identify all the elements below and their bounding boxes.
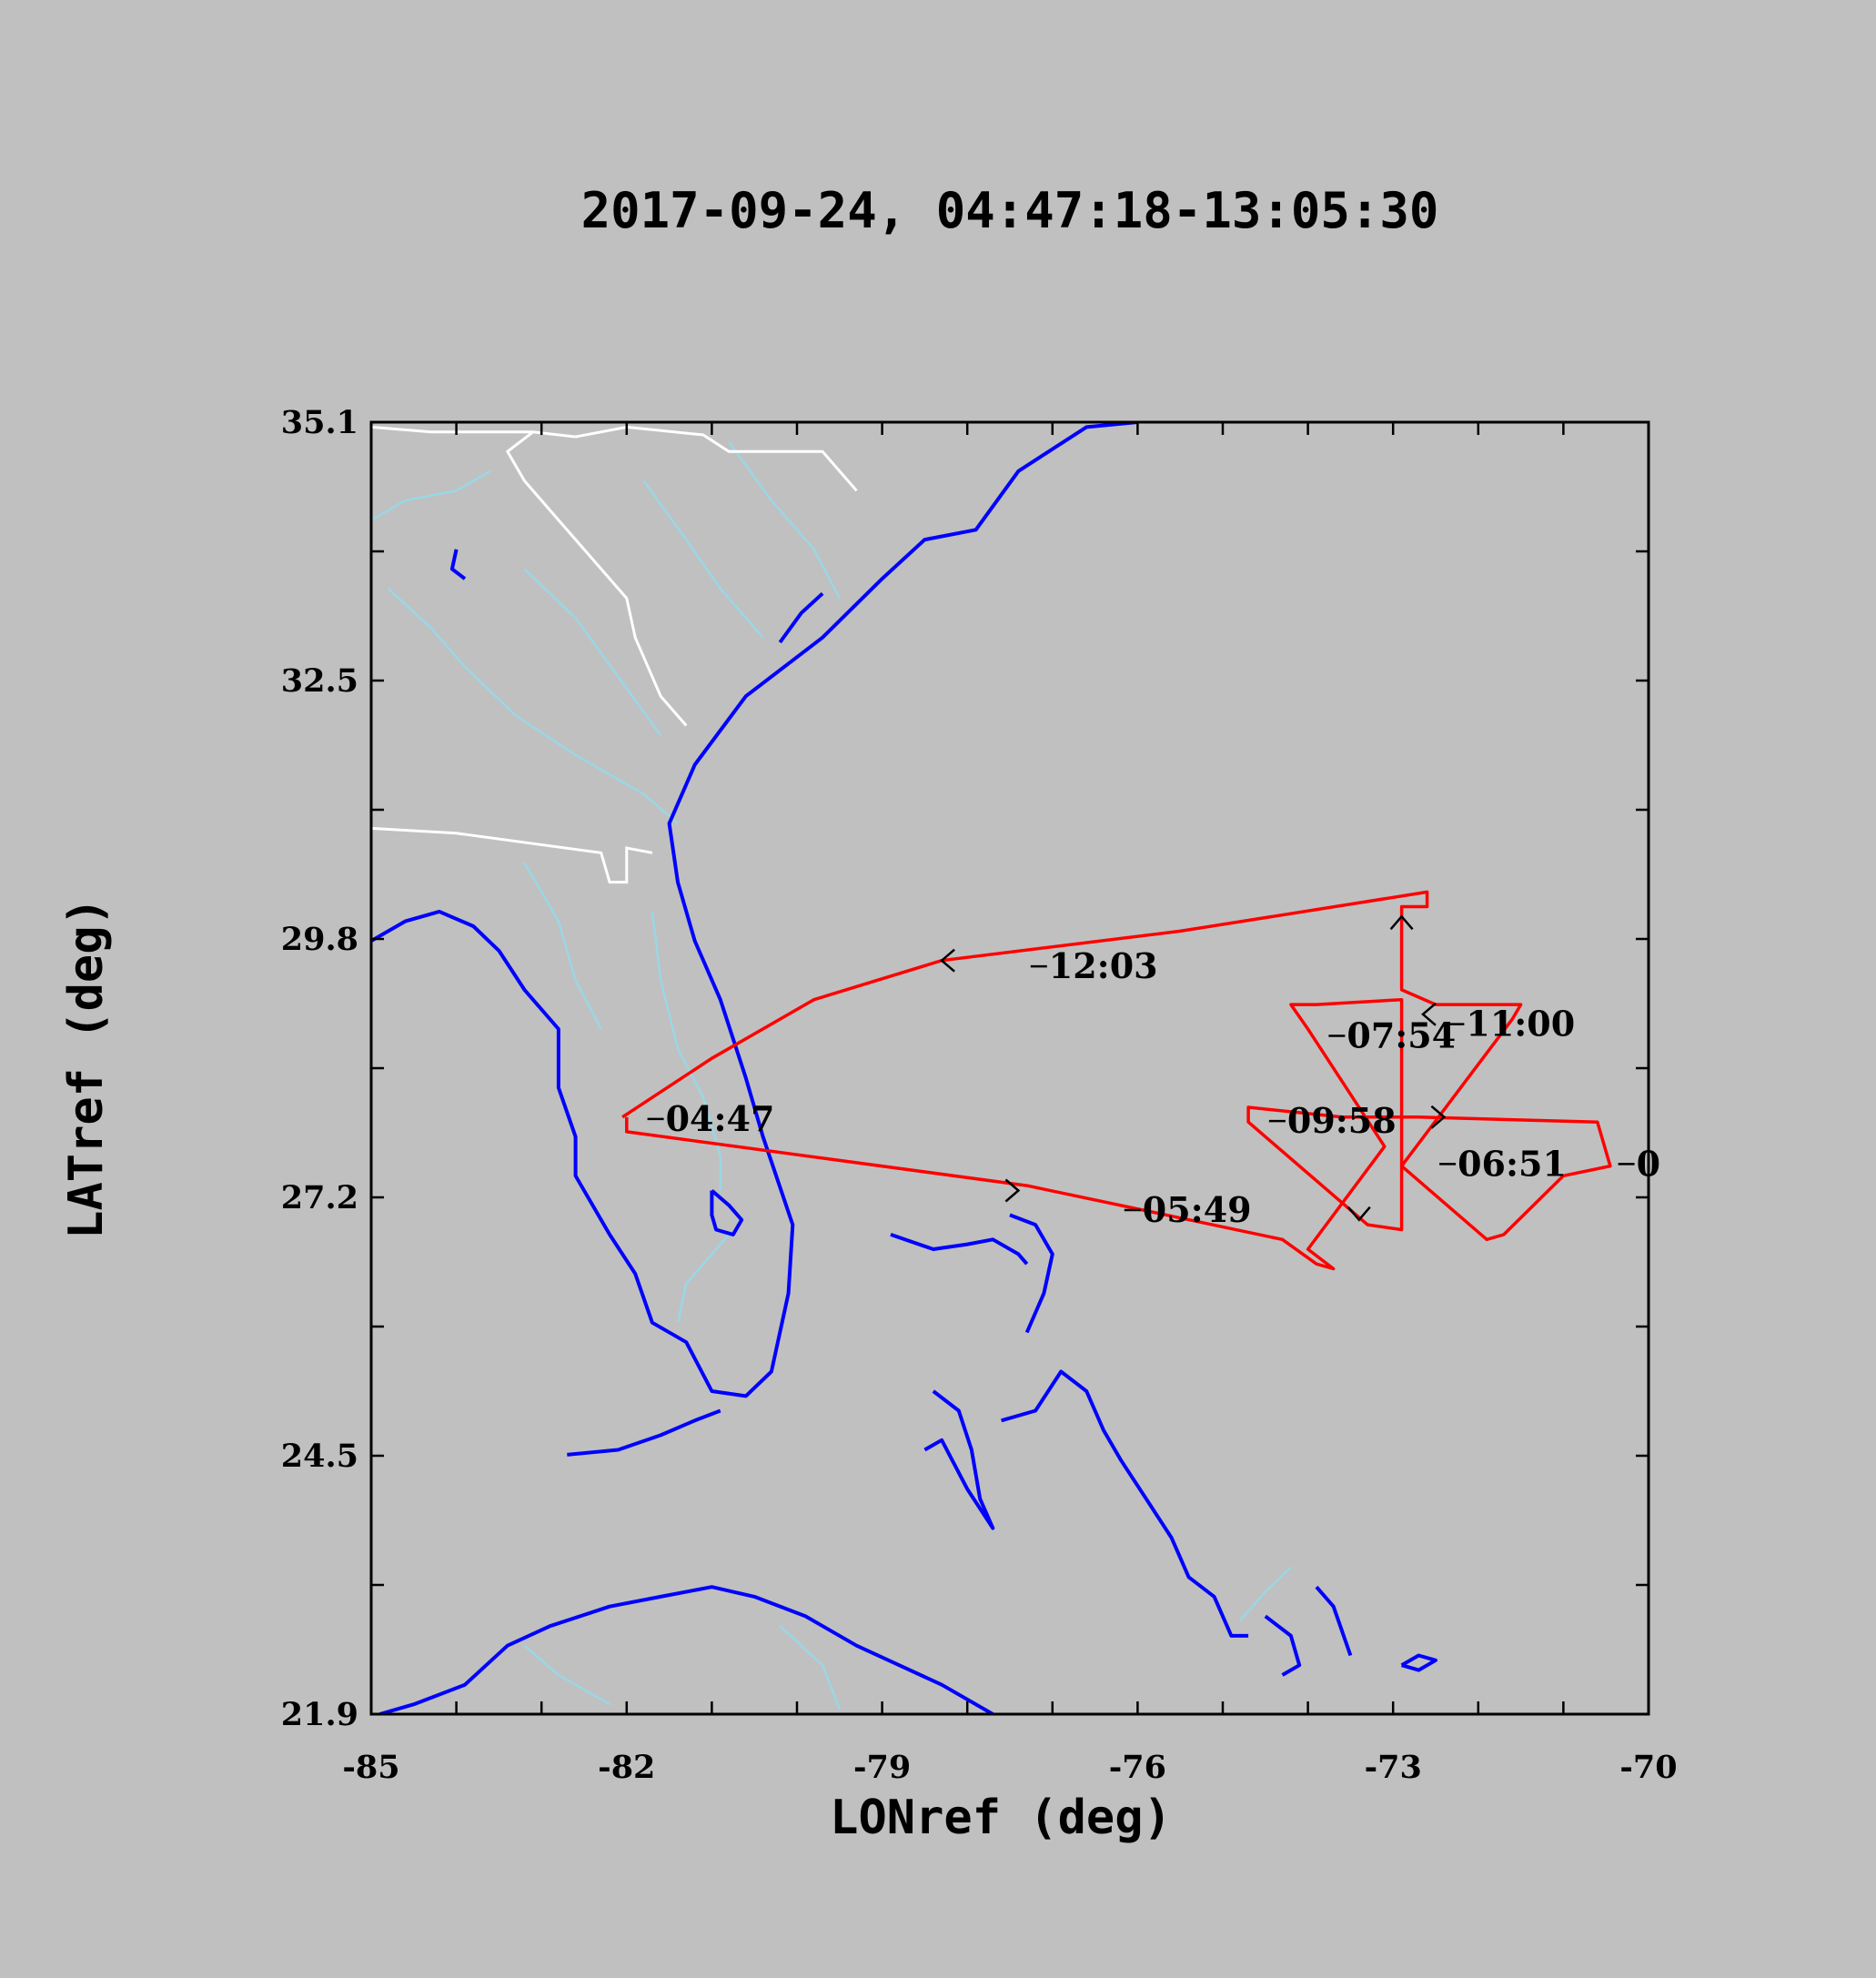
state-border-line (371, 826, 653, 884)
coastline (1400, 1653, 1437, 1672)
y-tick-label: 27.2 (281, 1179, 358, 1216)
state-border-line (505, 430, 688, 727)
coastline (923, 1389, 995, 1530)
x-tick-label: -70 (1619, 1749, 1677, 1786)
time-label: 12:03 (1049, 945, 1158, 986)
coastline (1009, 1213, 1054, 1334)
coastline (378, 1585, 994, 1714)
y-tick-label: 29.8 (281, 921, 358, 958)
time-label: 06:51 (1457, 1143, 1567, 1184)
river-line (779, 1625, 841, 1711)
river-line (642, 479, 764, 639)
x-tick-label: -76 (1109, 1749, 1166, 1786)
coastline-layer (371, 422, 1437, 1714)
time-label: 04:47 (666, 1098, 775, 1139)
x-tick-label: -85 (342, 1749, 399, 1786)
river-line (676, 1234, 731, 1323)
direction-arrow (1389, 914, 1414, 931)
axis-ticks: -85 -82 -79 -76 -73 -70 35.1 32.5 29.8 27.2 24.5 21… (281, 404, 1678, 1786)
river-line (523, 1644, 610, 1706)
state-border-line (371, 425, 576, 439)
y-tick-label: 32.5 (281, 662, 358, 700)
coastline (710, 1188, 744, 1236)
state-border-line (575, 425, 858, 492)
direction-arrow (940, 948, 955, 973)
x-tick-label: -79 (853, 1749, 911, 1786)
y-axis-label: LATref (deg) (59, 897, 114, 1239)
coastline (371, 422, 1138, 1398)
coastline (1264, 1614, 1302, 1677)
time-label: 07:54 (1346, 1015, 1456, 1056)
coastline (1001, 1369, 1249, 1638)
y-tick-label: 21.9 (281, 1696, 358, 1733)
coastline (890, 1233, 1029, 1266)
y-tick-label: 35.1 (281, 404, 358, 441)
flight-track-layer (621, 890, 1612, 1271)
direction-arrow (1346, 1206, 1371, 1222)
river-line (523, 568, 662, 736)
x-axis-label: LONref (deg) (830, 1791, 1172, 1845)
x-tick-label: -82 (598, 1749, 655, 1786)
rivers-layer (371, 440, 1292, 1711)
plot-frame (369, 420, 1650, 1716)
flight-track-line (621, 890, 1612, 1271)
time-label: 05:49 (1143, 1189, 1252, 1230)
y-tick-label: 24.5 (281, 1438, 358, 1475)
time-label: 11:00 (1466, 1004, 1575, 1045)
river-line (1238, 1566, 1292, 1622)
river-line (371, 469, 491, 521)
river-line (651, 911, 722, 1191)
coastline (778, 591, 824, 644)
river-line (728, 440, 841, 600)
state-borders-layer (371, 422, 858, 884)
river-line (387, 587, 679, 825)
coastline (567, 1408, 721, 1457)
direction-arrow (1430, 1105, 1447, 1129)
direction-arrow (1421, 1002, 1437, 1026)
time-label: 09:58 (1287, 1100, 1397, 1141)
coastline (449, 549, 467, 580)
direction-arrow (1004, 1178, 1021, 1203)
coastline (1315, 1585, 1353, 1657)
x-tick-label: -73 (1365, 1749, 1422, 1786)
river-line (523, 862, 602, 1030)
chart-title: 2017-09-24, 04:47:18-13:05:30 (581, 182, 1439, 239)
